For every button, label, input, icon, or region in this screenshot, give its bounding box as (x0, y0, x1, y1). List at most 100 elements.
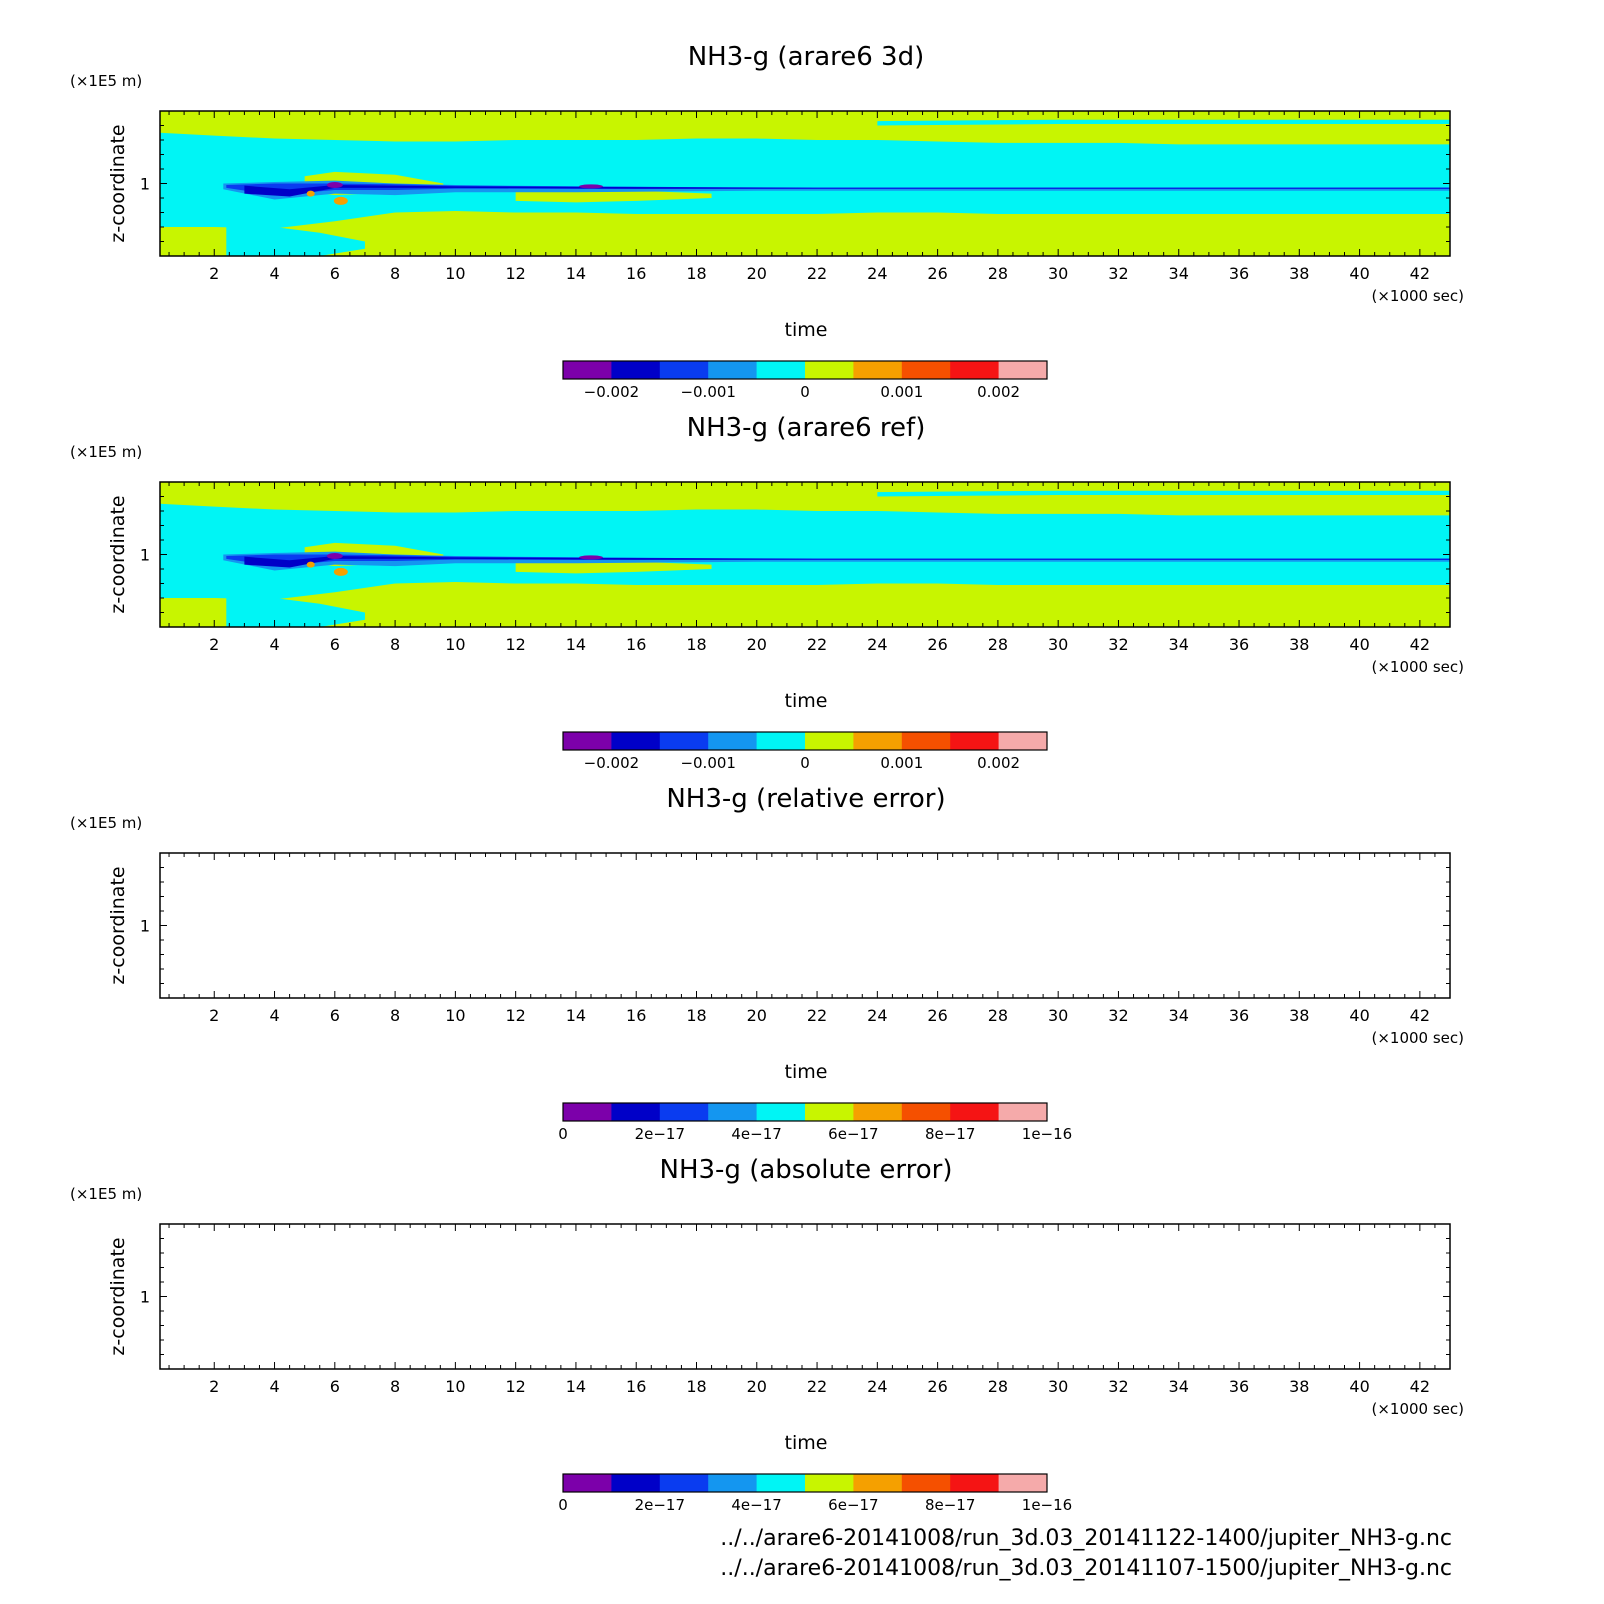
x-axis-label: time (785, 319, 828, 341)
colorbar-tick-label: 0.001 (880, 383, 923, 401)
x-tick-label: 40 (1349, 1006, 1369, 1025)
x-tick-label: 40 (1349, 635, 1369, 654)
y-axis-label: z-coordinate (107, 495, 129, 613)
colorbar-swatch (708, 1474, 758, 1492)
colorbar-swatch (805, 361, 854, 379)
x-tick-label: 10 (445, 635, 465, 654)
x-tick-label: 20 (747, 635, 767, 654)
colorbar-tick-label: 1e−16 (1022, 1125, 1072, 1143)
colorbar-swatch (853, 1103, 903, 1121)
x-tick-label: 22 (807, 264, 827, 283)
x-tick-label: 32 (1108, 635, 1128, 654)
x-axis-label: time (785, 690, 828, 712)
colorbar-swatch (611, 361, 661, 379)
y-tick-label: 1 (140, 175, 150, 194)
colorbar-tick-label: 6e−17 (828, 1496, 878, 1514)
colorbar-swatch (950, 1103, 1000, 1121)
x-tick-label: 4 (269, 635, 279, 654)
y-tick-label: 1 (140, 546, 150, 565)
field-positive (333, 196, 348, 205)
colorbar-tick-label: −0.001 (680, 383, 736, 401)
colorbar-swatch (998, 732, 1048, 750)
colorbar-swatch (659, 361, 709, 379)
x-tick-label: 40 (1349, 264, 1369, 283)
colorbar-tick-label: 0.001 (880, 754, 923, 772)
field-upper-strip (877, 490, 1450, 497)
x-tick-label: 6 (330, 635, 340, 654)
colorbar-frame (562, 731, 1048, 751)
field-more-negative (226, 183, 1450, 196)
colorbar-tick-label: −0.001 (680, 754, 736, 772)
x-tick-label: 18 (686, 1006, 706, 1025)
colorbar-swatch (805, 1103, 854, 1121)
x-tick-label: 22 (807, 1006, 827, 1025)
x-tick-label: 38 (1289, 635, 1309, 654)
x-unit-label: (×1000 sec) (1371, 1400, 1464, 1418)
x-tick-label: 14 (566, 635, 586, 654)
colorbar-tick-label: −0.002 (584, 754, 640, 772)
colorbar-frame (562, 1473, 1048, 1493)
field-positive (333, 567, 348, 576)
field-strongly-negative (244, 555, 1450, 568)
x-tick-label: 6 (330, 1006, 340, 1025)
colorbar-swatch (611, 1474, 661, 1492)
colorbar-swatch (853, 361, 903, 379)
colorbar-swatch (659, 732, 709, 750)
field-lower-tongue (226, 595, 365, 627)
chart-title: NH3-g (relative error) (666, 784, 945, 814)
x-tick-label: 14 (566, 264, 586, 283)
x-tick-label: 12 (505, 264, 525, 283)
x-tick-label: 26 (927, 264, 947, 283)
x-tick-label: 10 (445, 1377, 465, 1396)
x-tick-label: 34 (1169, 635, 1189, 654)
x-tick-label: 28 (988, 1006, 1008, 1025)
x-tick-label: 28 (988, 264, 1008, 283)
x-tick-label: 32 (1108, 264, 1128, 283)
x-tick-label: 4 (269, 1006, 279, 1025)
colorbar-tick-label: 2e−17 (635, 1496, 685, 1514)
colorbar-swatch (950, 732, 1000, 750)
y-unit-label: (×1E5 m) (70, 72, 142, 90)
colorbar-frame (562, 360, 1048, 380)
x-tick-label: 26 (927, 1377, 947, 1396)
chart-title: NH3-g (absolute error) (660, 1155, 953, 1185)
y-unit-label: (×1E5 m) (70, 443, 142, 461)
chart-panel: NH3-g (relative error) (×1E5 m) z-coordina… (70, 784, 1464, 1143)
colorbar-swatch (756, 1474, 806, 1492)
x-tick-label: 36 (1229, 635, 1249, 654)
x-tick-label: 12 (505, 1377, 525, 1396)
colorbar-tick-label: 4e−17 (731, 1125, 781, 1143)
x-tick-label: 20 (747, 264, 767, 283)
colorbar-frame (562, 1102, 1048, 1122)
colorbar-swatch (611, 1103, 661, 1121)
colorbar-tick-label: −0.002 (584, 383, 640, 401)
colorbar-swatch (563, 1474, 612, 1492)
plot-frame (159, 852, 1451, 999)
colorbar-tick-label: 8e−17 (925, 1496, 975, 1514)
plot-area (160, 482, 1450, 627)
colorbar-tick-label: 2e−17 (635, 1125, 685, 1143)
x-tick-label: 22 (807, 1377, 827, 1396)
x-tick-label: 6 (330, 264, 340, 283)
colorbar-swatch (563, 1103, 612, 1121)
x-tick-label: 26 (927, 635, 947, 654)
colorbar-swatch (998, 1103, 1048, 1121)
x-tick-label: 42 (1410, 1006, 1430, 1025)
x-tick-label: 18 (686, 1377, 706, 1396)
y-tick-label: 1 (140, 917, 150, 936)
x-unit-label: (×1000 sec) (1371, 1029, 1464, 1047)
x-axis-label: time (785, 1432, 828, 1454)
file-path: ../../arare6-20141008/run_3d.03_20141122… (720, 1526, 1452, 1551)
x-unit-label: (×1000 sec) (1371, 287, 1464, 305)
x-tick-label: 16 (626, 264, 646, 283)
x-tick-label: 8 (390, 1377, 400, 1396)
x-tick-label: 36 (1229, 1377, 1249, 1396)
x-tick-label: 8 (390, 635, 400, 654)
x-tick-label: 2 (209, 264, 219, 283)
colorbar-swatch (901, 732, 951, 750)
colorbar-swatch (756, 361, 806, 379)
field-minimum (326, 181, 343, 188)
